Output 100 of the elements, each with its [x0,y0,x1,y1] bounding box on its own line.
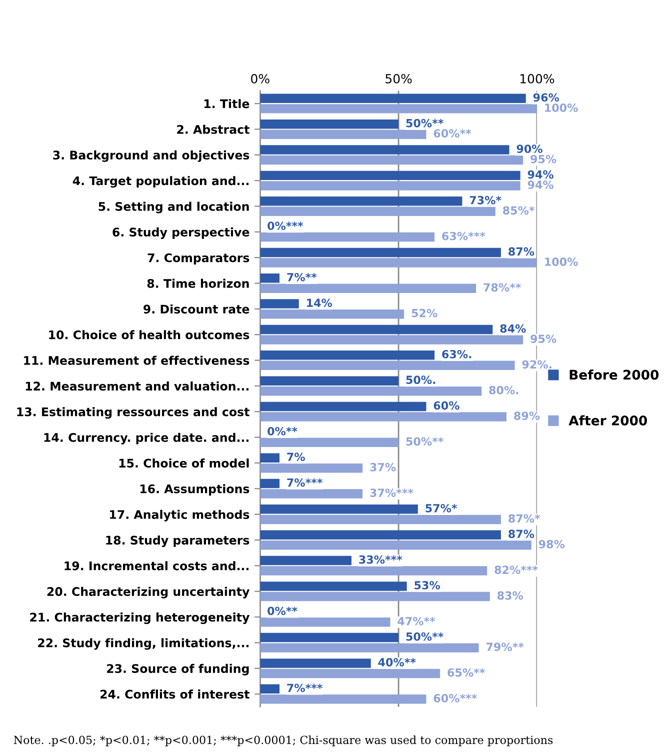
bar [260,643,479,652]
data-label: 89% [514,412,540,420]
y-tick-label: 24. Conflits of interest [100,690,250,699]
y-tick-label: 2. Abstract [177,124,250,134]
bar [260,335,524,344]
bar [260,196,462,206]
bar [260,592,490,602]
data-label: 94% [528,170,554,179]
bar [260,540,532,550]
bar [260,274,280,283]
bar [260,155,524,165]
data-label: 87%* [508,514,540,523]
data-label: 14% [307,298,332,308]
y-tick-label: 21. Characterizing heterogeneity [30,612,250,624]
bar [260,206,496,216]
y-tick-label: 11. Measurement of effectiveness [24,356,250,365]
x-tick-label: 0% [251,74,270,84]
data-label: 100% [545,258,578,266]
text: Note. .p<0.05; *p<0.01; **p<0.001; ***p<0.0001; Chi-square was used to compare proportions [14,736,553,746]
y-tick-label: 15. Choice of model [119,458,249,468]
data-label: 96% [533,93,560,102]
bar [260,438,399,448]
data-label: 0%** [268,426,298,436]
bar [260,556,352,566]
y-tick-label: 10. Choice of health outcomes [49,330,250,340]
data-label: 33%*** [359,555,402,564]
data-label: 52% [412,308,438,318]
bar [260,350,435,360]
bar [260,104,537,114]
data-label: 60%** [434,129,472,138]
bar [260,145,510,154]
data-label: 90% [516,144,542,153]
data-label: 92%. [522,360,552,369]
bar [260,94,526,104]
bar [260,402,426,412]
bar [260,582,407,591]
data-label: 50%** [406,632,444,641]
bar [260,258,537,268]
data-label: 60%*** [434,694,477,702]
data-label: 84% [500,324,526,333]
data-label: 82%*** [494,566,538,574]
data-label: 79%** [486,642,524,652]
y-tick-label: 8. Time horizon [147,278,249,288]
data-label: 7%** [287,272,317,282]
y-tick-label: 14. Currency. price date. and... [44,432,249,444]
bar [260,309,404,319]
data-label: 7%*** [287,478,322,487]
data-label: 80%. [489,386,518,394]
y-tick-label: 9. Discount rate [144,304,250,314]
legend-label: Before 2000 [570,370,659,380]
x-tick-label: 100% [520,74,554,84]
data-label: 0%*** [268,222,304,230]
data-label: 73%* [470,196,502,204]
data-label: 50%** [406,437,444,446]
y-tick-label: 13. Estimating ressources and cost [17,407,250,419]
bar [260,658,371,668]
data-label: 47%** [398,616,436,626]
y-tick-label: 1. Title [204,99,250,108]
data-label: 78%** [484,283,521,292]
data-label: 37% [370,462,396,472]
data-label: 0%** [268,606,298,616]
data-label: 63%*** [442,232,486,240]
bar [260,489,363,498]
data-label: 95% [530,334,556,343]
data-label: 87% [508,530,534,538]
data-label: 7%*** [287,684,322,692]
data-label: 50%. [406,376,436,384]
data-label: 60% [434,401,460,410]
bar [260,668,440,678]
bar [260,284,476,294]
data-label: 37%*** [370,488,414,497]
legend-label: After 2000 [568,415,647,426]
bar [260,463,363,473]
data-label: 87% [508,247,534,256]
data-label: 63%. [442,350,472,358]
bar [260,684,280,694]
bar [260,504,418,514]
bar [260,360,515,370]
bar [260,232,435,242]
data-label: 7% [287,452,305,462]
bar [260,119,399,129]
y-tick-label: 12. Measurement and valuation... [26,381,249,391]
y-tick-label: 20. Characterizing uncertainty [47,586,250,598]
bar [260,632,399,642]
bar [260,386,482,396]
bar [260,453,280,462]
bar [260,566,488,576]
y-tick-label: 18. Study parameters [106,536,250,548]
data-label: 98% [538,540,565,548]
y-tick-label: 3. Background and objectives [53,150,250,162]
y-tick-label: 16. Assumptions [140,484,250,496]
data-label: 83% [497,591,524,600]
data-label: 65%** [448,668,485,677]
bar [260,299,299,308]
y-tick-label: 17. Analytic methods [110,510,250,522]
bar [260,530,501,540]
bar [260,412,506,422]
bar [260,130,426,139]
y-tick-label: 7. Comparators [148,253,250,265]
y-tick-label: 4. Target population and... [72,176,249,188]
